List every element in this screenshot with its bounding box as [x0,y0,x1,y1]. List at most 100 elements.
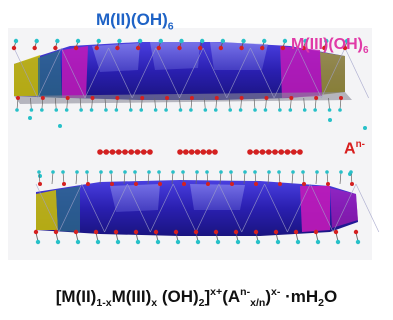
oxygen-atom [32,45,37,51]
octahedron-edge [297,47,322,99]
oxygen-atom [326,182,330,186]
o-h-bond [350,171,353,185]
hydrogen-atom [75,239,81,245]
hydrogen-atom [51,170,55,174]
octahedron-edge [287,183,311,233]
anion-atom [297,149,303,155]
octahedron-edge [264,183,288,233]
oxygen-atom [53,45,58,51]
octahedron-edge [155,47,180,99]
hydrogen-atom [61,170,65,174]
octahedron-edge [344,47,369,99]
anion-atom [183,149,189,155]
hydrogen-atom [96,38,101,44]
hydrogen-atom [133,170,137,174]
hydrogen-atom [164,108,168,112]
anion-atom [134,149,141,155]
o-h-bond [54,97,57,111]
interlayer-anion-label: An- [344,139,365,158]
hydrogen-atom [181,170,185,174]
o-h-bond [253,97,256,111]
hydrogen-atom [55,239,61,245]
oxygen-atom [153,229,159,235]
o-h-bond [86,171,89,185]
hydrogen-atom [262,38,267,44]
oxygen-atom [11,45,17,51]
hydrogen-atom [263,108,268,112]
o-h-bond [62,171,65,185]
hydrogen-atom [213,108,218,112]
hydrogen-atom [157,170,161,174]
hydrogen-atom [344,38,350,44]
anion-atom [128,149,135,155]
anion-atom [188,149,195,155]
o-h-bond [91,97,93,111]
oxygen-atom [233,229,239,235]
hydrogen-atom [13,38,19,44]
bottom-hydroxide-layer [33,170,380,245]
hydrogen-atom [139,108,144,112]
anion-atom [253,149,260,155]
hydrogen-atom [301,170,305,174]
o-h-bond [339,97,342,111]
hydrogen-atom [339,170,343,174]
hydrogen-atom [203,108,208,112]
oxygen-atom [333,229,339,235]
o-h-bond [16,97,19,111]
octahedron-edge [273,47,299,99]
oxygen-atom [93,229,99,235]
oxygen-atom [260,45,265,51]
hydrogen-atom [37,170,41,174]
octahedron-edge [241,183,265,233]
anion-atom [140,149,147,155]
o-h-bond [158,171,161,185]
oxygen-atom [193,229,199,235]
oxygen-atom [133,229,139,235]
hydrogen-atom [55,38,60,44]
oxygen-atom [86,182,90,186]
oxygen-atom [302,182,306,186]
oxygen-atom [350,182,354,186]
hydrogen-atom [109,170,113,174]
hydrogen-atom [85,170,89,174]
oxygen-atom [173,229,179,235]
hydrogen-atom [129,108,133,112]
hydrogen-atom [171,170,175,174]
trivalent-octahedra-label: M(III)(OH)6 [291,36,369,57]
o-h-bond [326,171,329,185]
oxygen-atom [177,45,182,51]
hydrogen-atom [291,170,295,174]
oxygen-atom [110,182,114,186]
o-h-bond [278,97,281,111]
o-h-bond [41,97,44,111]
octahedron-edge [309,183,334,233]
oxygen-atom [213,229,219,235]
water-hydrogen [58,124,62,128]
anion-atom [122,149,128,155]
anion-atom [200,149,207,155]
oxygen-atom [289,96,294,100]
octahedron-edge [218,183,243,233]
hydrogen-atom [29,108,34,112]
hydrogen-atom [179,38,184,44]
hydrogen-atom [315,170,319,174]
o-h-bond [38,171,41,185]
hydrogen-atom [117,38,122,44]
oxygen-atom [214,96,219,100]
anion-atom [212,149,218,155]
hydrogen-atom [255,239,261,245]
oxygen-atom [322,45,327,51]
o-h-bond [289,97,292,111]
o-h-bond [265,97,267,111]
hydrogen-atom [195,170,199,174]
o-h-bond [303,97,306,111]
o-h-bond [203,97,206,111]
o-h-bond [147,171,150,185]
hydrogen-atom [135,239,141,245]
hydrogen-atom [315,239,321,245]
water-hydrogen [328,118,332,122]
anion-atom [247,149,253,155]
hydrogen-atom [215,239,221,245]
octahedron-edge [149,183,174,233]
hydrogen-atom [153,108,158,112]
